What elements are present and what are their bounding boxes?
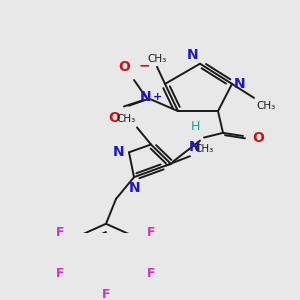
Text: N: N [188,140,200,154]
Text: CH₃: CH₃ [147,55,167,64]
Text: F: F [102,287,110,300]
Text: F: F [56,267,65,280]
Text: −: − [139,58,151,72]
Text: CH₃: CH₃ [194,144,213,154]
Text: N: N [234,77,246,91]
Text: O: O [252,131,264,145]
Text: CH₃: CH₃ [256,101,275,111]
Text: F: F [56,226,65,239]
Text: N: N [112,145,124,158]
Text: N: N [129,181,141,195]
Text: O: O [118,60,130,74]
Text: O: O [108,111,120,125]
Text: N: N [140,90,152,104]
Text: F: F [147,267,156,280]
Text: H: H [190,120,200,133]
Text: F: F [147,226,156,239]
Text: CH₃: CH₃ [117,114,136,124]
Text: N: N [186,48,198,62]
Text: +: + [153,92,162,102]
